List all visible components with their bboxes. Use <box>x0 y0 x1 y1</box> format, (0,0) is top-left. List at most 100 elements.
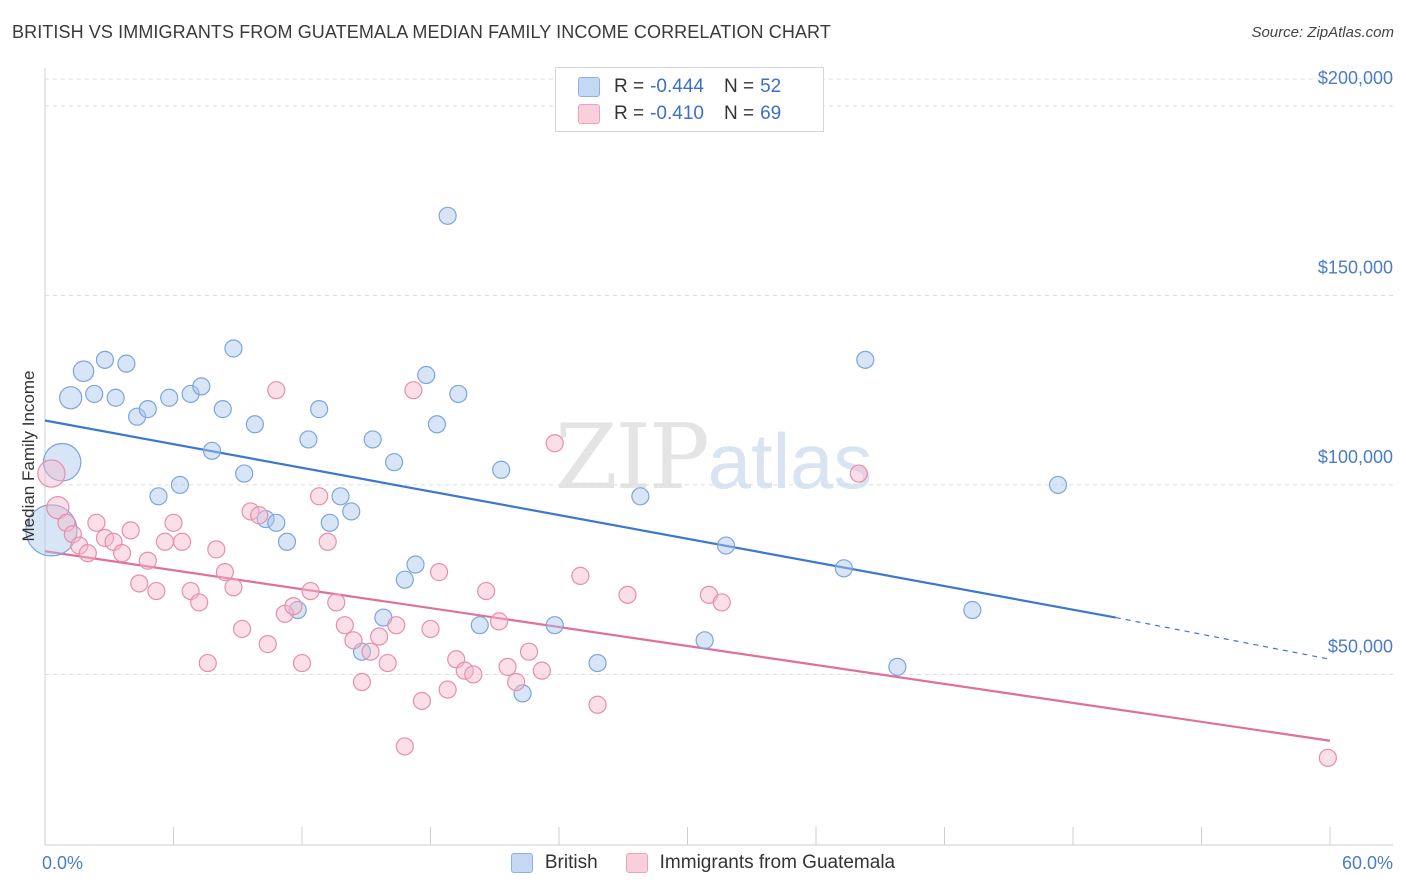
british-point <box>138 400 157 419</box>
british-point <box>245 415 264 434</box>
guatemala-r-label: R = <box>614 103 645 124</box>
guatemala-point <box>224 578 243 597</box>
guatemala-trend-line <box>44 550 1331 742</box>
british-point <box>363 430 382 449</box>
british-point <box>95 350 115 369</box>
guatemala-point <box>267 381 286 400</box>
british-point <box>470 616 489 635</box>
british-point <box>417 365 436 385</box>
guatemala-point <box>344 631 363 650</box>
british-point <box>384 453 404 472</box>
guatemala-point <box>571 566 590 585</box>
guatemala-swatch <box>578 104 600 124</box>
guatemala-point <box>618 585 637 604</box>
british-point <box>856 350 875 369</box>
legend-row-british: R = -0.444 N = 52 <box>578 75 781 99</box>
guatemala-n-label: N = <box>723 103 755 124</box>
data-points <box>25 206 1337 767</box>
guatemala-point <box>292 653 312 673</box>
guatemala-point <box>489 612 509 631</box>
british-point <box>716 536 736 555</box>
y-tick-label: $200,000 <box>1318 68 1393 88</box>
guatemala-point <box>545 434 564 453</box>
chart-title: BRITISH VS IMMIGRANTS FROM GUATEMALA MED… <box>12 22 831 42</box>
british-trend-line <box>44 419 1117 619</box>
guatemala-point <box>310 487 329 506</box>
guatemala-point <box>519 642 539 661</box>
legend-row-guatemala: R = -0.410 N = 69 <box>578 102 781 126</box>
watermark-atlas: atlas <box>707 417 873 505</box>
british-point <box>192 377 211 396</box>
guatemala-point <box>198 653 217 673</box>
stats-legend: R = -0.444 N = 52 R = -0.410 N = 69 <box>555 67 824 132</box>
british-point <box>963 600 982 620</box>
british-legend-label: British <box>544 852 598 873</box>
guatemala-point <box>258 635 277 654</box>
british-point <box>25 504 78 557</box>
guatemala-point <box>429 563 449 582</box>
guatemala-point <box>327 593 346 612</box>
british-point <box>342 502 361 521</box>
guatemala-point <box>370 627 389 646</box>
legend-item-guatemala: Immigrants from Guatemala <box>625 852 895 874</box>
british-point <box>149 487 168 506</box>
guatemala-point <box>395 737 414 756</box>
y-tick-label: $100,000 <box>1318 447 1393 467</box>
axis-labels: $50,000 $100,000 $150,000 $200,000 0.0% 60.0%… <box>19 68 1393 873</box>
british-point <box>320 513 339 532</box>
british-point <box>310 400 329 419</box>
british-point <box>438 206 457 225</box>
british-point <box>170 475 190 495</box>
x-tick-label-max: 60.0% <box>1342 853 1393 873</box>
guatemala-point <box>335 616 354 635</box>
british-point <box>267 513 286 532</box>
british-point <box>160 388 179 407</box>
guatemala-point <box>250 506 269 525</box>
guatemala-point <box>301 581 320 601</box>
british-n-value: 52 <box>760 76 782 97</box>
british-point <box>834 559 853 578</box>
british-point <box>117 354 136 373</box>
british-r-label: R = <box>614 76 645 97</box>
british-point <box>888 657 907 676</box>
guatemala-point <box>404 381 423 400</box>
british-point <box>449 384 468 404</box>
trend-lines <box>44 419 1331 742</box>
british-swatch <box>578 77 600 97</box>
guatemala-point <box>121 521 140 540</box>
guatemala-point <box>498 657 517 676</box>
british-point <box>395 570 414 589</box>
guatemala-point <box>455 661 474 680</box>
british-point <box>513 684 532 703</box>
guatemala-point <box>190 593 209 612</box>
guatemala-point <box>438 680 457 699</box>
series-legend: British Immigrants from Guatemala <box>0 852 1406 874</box>
y-axis-label: Median Family Income <box>19 370 38 541</box>
guatemala-point <box>147 581 166 601</box>
british-point <box>492 460 511 479</box>
guatemala-point <box>164 513 183 532</box>
source-credit: Source: ZipAtlas.com <box>1251 24 1394 41</box>
british-point <box>299 430 318 449</box>
guatemala-point <box>172 532 192 551</box>
british-point <box>181 384 200 404</box>
guatemala-point <box>95 528 115 548</box>
guatemala-point <box>241 502 260 521</box>
guatemala-point <box>87 513 106 532</box>
guatemala-point <box>57 513 76 532</box>
guatemala-point <box>361 642 380 661</box>
guatemala-point <box>130 574 149 593</box>
guatemala-point <box>1318 748 1337 767</box>
british-point <box>202 441 222 460</box>
british-point <box>106 388 125 407</box>
guatemala-point <box>849 464 868 483</box>
guatemala-point <box>37 459 66 488</box>
british-point <box>545 616 564 635</box>
guatemala-point <box>532 661 551 680</box>
british-trend-extension <box>1115 616 1331 660</box>
guatemala-n-value: 69 <box>760 103 782 124</box>
legend-item-british: British <box>510 852 598 874</box>
guatemala-legend-swatch <box>625 853 648 873</box>
guatemala-point <box>78 544 97 563</box>
